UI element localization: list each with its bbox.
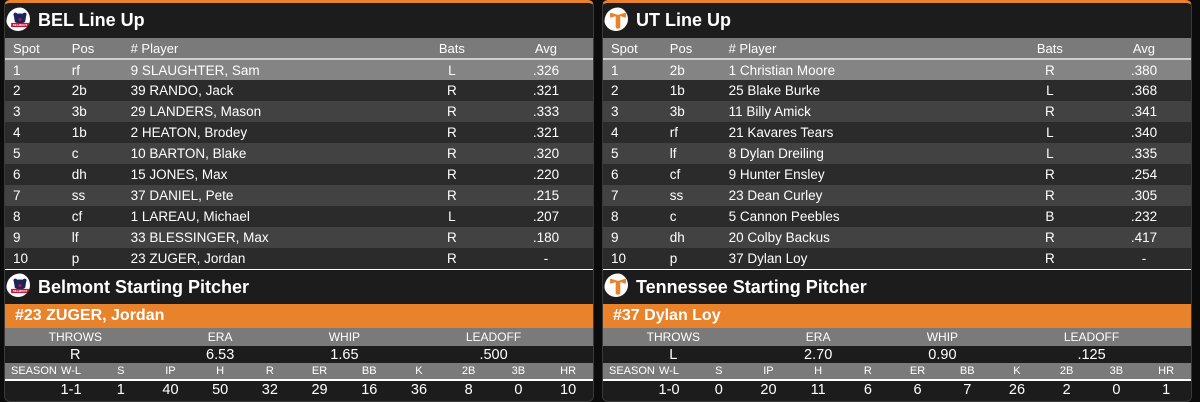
svg-text:BELMONT: BELMONT xyxy=(13,289,28,293)
svg-text:BELMONT: BELMONT xyxy=(13,23,28,27)
